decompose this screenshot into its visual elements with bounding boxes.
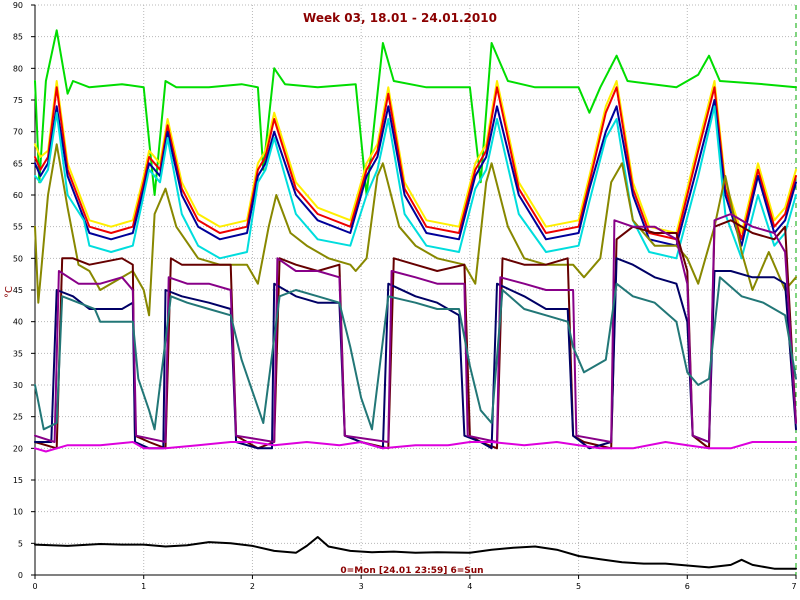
series-line-4 [34, 99, 797, 247]
chart-annotation: 0=Mon [24.01 23:59] 6=Sun [340, 566, 483, 576]
series-line-9 [34, 213, 797, 443]
x-tick-label-5: 5 [576, 582, 581, 591]
y-tick-label-1: 5 [18, 539, 23, 548]
y-tick-label-2: 10 [13, 508, 23, 517]
y-tick-label-4: 20 [13, 444, 23, 453]
series-line-1 [34, 29, 797, 196]
y-tick-label-11: 55 [13, 223, 23, 232]
series-line-12 [34, 536, 797, 570]
series-group [34, 29, 797, 570]
y-tick-label-18: 90 [13, 1, 23, 10]
y-tick-label-6: 30 [13, 381, 23, 390]
y-tick-label-9: 45 [13, 286, 23, 295]
y-tick-label-5: 25 [13, 413, 23, 422]
y-tick-label-14: 70 [13, 128, 23, 137]
x-tick-label-6: 6 [685, 582, 690, 591]
series-line-11 [34, 441, 797, 453]
series-line-6 [34, 143, 797, 317]
series-line-5 [34, 105, 797, 260]
x-tick-label-2: 2 [250, 582, 255, 591]
y-tick-label-12: 60 [13, 191, 23, 200]
series-line-7 [34, 219, 797, 450]
series-line-10 [34, 276, 797, 431]
y-axis-label: °C [4, 286, 15, 298]
y-tick-label-7: 35 [13, 349, 23, 358]
series-line-2 [34, 80, 797, 234]
x-tick-label-1: 1 [141, 582, 146, 591]
series-line-3 [34, 86, 797, 241]
x-tick-label-4: 4 [467, 582, 472, 591]
y-tick-label-10: 50 [13, 254, 23, 263]
y-tick-label-3: 15 [13, 476, 23, 485]
y-tick-label-15: 75 [13, 96, 23, 105]
x-tick-label-3: 3 [359, 582, 364, 591]
x-tick-label-7: 7 [791, 582, 796, 591]
y-tick-label-16: 80 [13, 64, 23, 73]
chart-title: Week 03, 18.01 - 24.01.2010 [303, 11, 497, 25]
x-tick-label-0: 0 [32, 582, 37, 591]
y-tick-label-8: 40 [13, 318, 23, 327]
y-tick-label-17: 85 [13, 33, 23, 42]
y-tick-label-0: 0 [18, 571, 23, 580]
y-tick-label-13: 65 [13, 159, 23, 168]
